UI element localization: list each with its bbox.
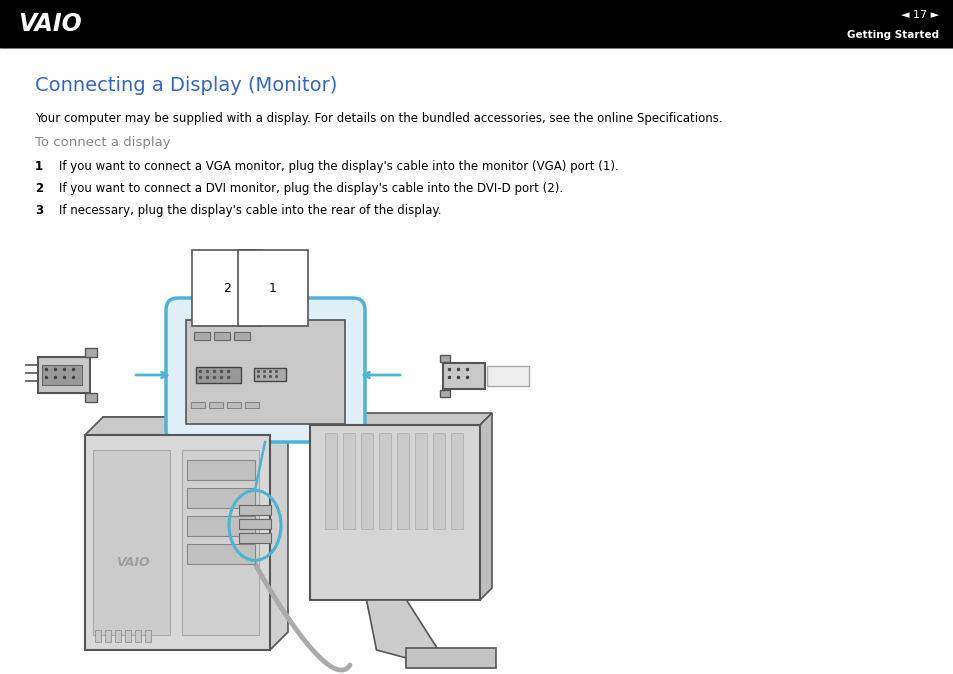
Bar: [360, 433, 373, 529]
Bar: [227, 402, 241, 408]
Bar: [92, 450, 170, 635]
Text: ◄ 17 ►: ◄ 17 ►: [900, 10, 938, 20]
Text: Your computer may be supplied with a display. For details on the bundled accesso: Your computer may be supplied with a dis…: [35, 112, 721, 125]
Text: Getting Started: Getting Started: [846, 30, 938, 40]
Text: 1: 1: [269, 282, 276, 295]
Text: If you want to connect a VGA monitor, plug the display's cable into the monitor : If you want to connect a VGA monitor, pl…: [59, 160, 618, 173]
Bar: [209, 402, 223, 408]
Bar: [239, 533, 271, 543]
Text: If necessary, plug the display's cable into the rear of the display.: If necessary, plug the display's cable i…: [59, 204, 441, 217]
Bar: [451, 433, 462, 529]
Polygon shape: [85, 417, 288, 435]
Text: 2: 2: [223, 282, 231, 295]
Text: 1: 1: [35, 160, 43, 173]
FancyBboxPatch shape: [166, 298, 365, 442]
Polygon shape: [366, 600, 441, 662]
Bar: [442, 363, 484, 389]
Bar: [115, 630, 121, 642]
Bar: [38, 357, 90, 393]
Bar: [253, 368, 286, 381]
Bar: [187, 516, 254, 536]
Text: If you want to connect a DVI monitor, plug the display's cable into the DVI-D po: If you want to connect a DVI monitor, pl…: [59, 182, 562, 195]
Bar: [187, 544, 254, 564]
Bar: [85, 435, 270, 650]
Bar: [186, 320, 345, 424]
Bar: [182, 450, 258, 635]
Bar: [125, 630, 131, 642]
Bar: [310, 425, 479, 600]
Bar: [187, 460, 254, 480]
Bar: [406, 648, 496, 668]
Bar: [239, 506, 271, 516]
Bar: [95, 630, 101, 642]
Polygon shape: [310, 413, 492, 425]
Text: VAIO: VAIO: [18, 12, 82, 36]
Bar: [213, 332, 230, 340]
Bar: [85, 348, 97, 357]
Text: VAIO: VAIO: [116, 555, 150, 568]
Bar: [85, 393, 97, 402]
Polygon shape: [479, 413, 492, 600]
Bar: [415, 433, 427, 529]
Bar: [105, 630, 111, 642]
Text: 3: 3: [35, 204, 43, 217]
Bar: [42, 365, 82, 385]
Bar: [135, 630, 141, 642]
Bar: [233, 332, 250, 340]
Bar: [0, 0, 953, 48]
Bar: [191, 402, 205, 408]
Bar: [145, 630, 151, 642]
Bar: [396, 433, 409, 529]
Text: 2: 2: [35, 182, 43, 195]
Bar: [433, 433, 444, 529]
Bar: [343, 433, 355, 529]
Bar: [439, 390, 450, 397]
Bar: [193, 332, 210, 340]
Bar: [378, 433, 391, 529]
Bar: [439, 355, 450, 362]
Bar: [239, 519, 271, 529]
Bar: [486, 366, 529, 386]
Bar: [195, 367, 241, 383]
Text: To connect a display: To connect a display: [35, 136, 171, 149]
Bar: [245, 402, 258, 408]
Text: Connecting a Display (Monitor): Connecting a Display (Monitor): [35, 76, 337, 95]
Bar: [325, 433, 336, 529]
Bar: [187, 488, 254, 508]
Polygon shape: [103, 417, 288, 650]
